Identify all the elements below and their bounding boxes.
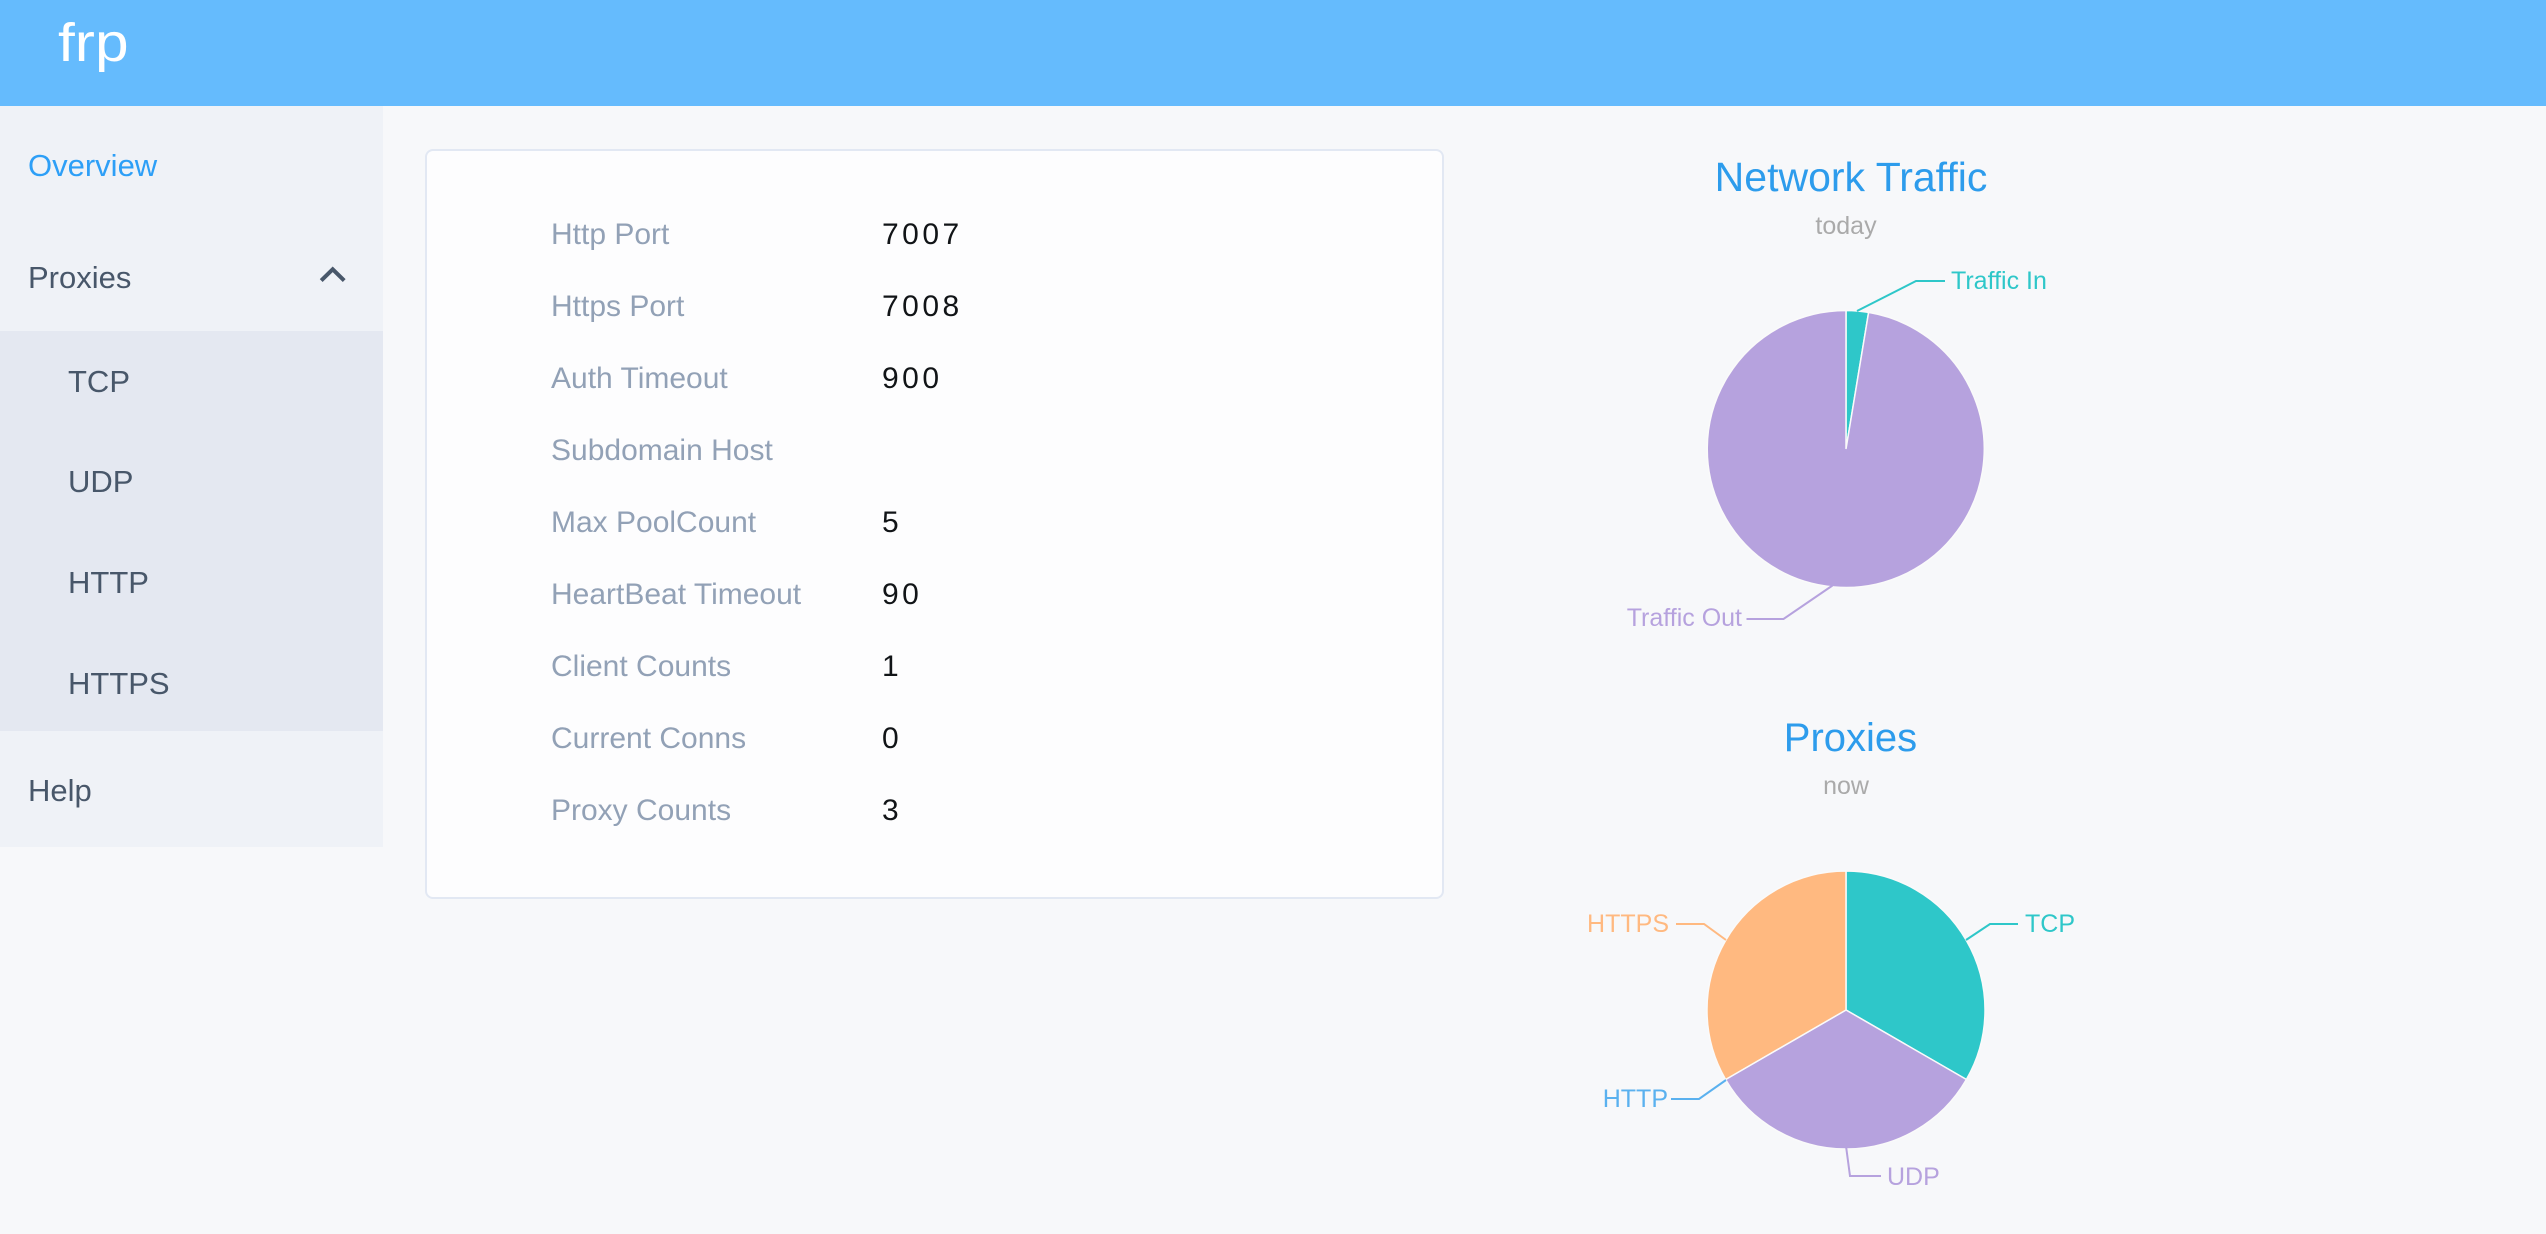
svg-text:Network Traffic: Network Traffic (1715, 154, 1988, 200)
svg-text:today: today (1815, 212, 1877, 240)
svg-text:now: now (1823, 772, 1870, 800)
svg-text:HTTP: HTTP (1603, 1085, 1668, 1113)
svg-text:Traffic Out: Traffic Out (1627, 604, 1742, 632)
svg-text:TCP: TCP (2025, 910, 2075, 938)
svg-text:HTTPS: HTTPS (1587, 910, 1669, 938)
svg-text:UDP: UDP (1887, 1163, 1940, 1191)
svg-text:Traffic In: Traffic In (1951, 267, 2047, 295)
svg-text:Proxies: Proxies (1784, 716, 1917, 760)
